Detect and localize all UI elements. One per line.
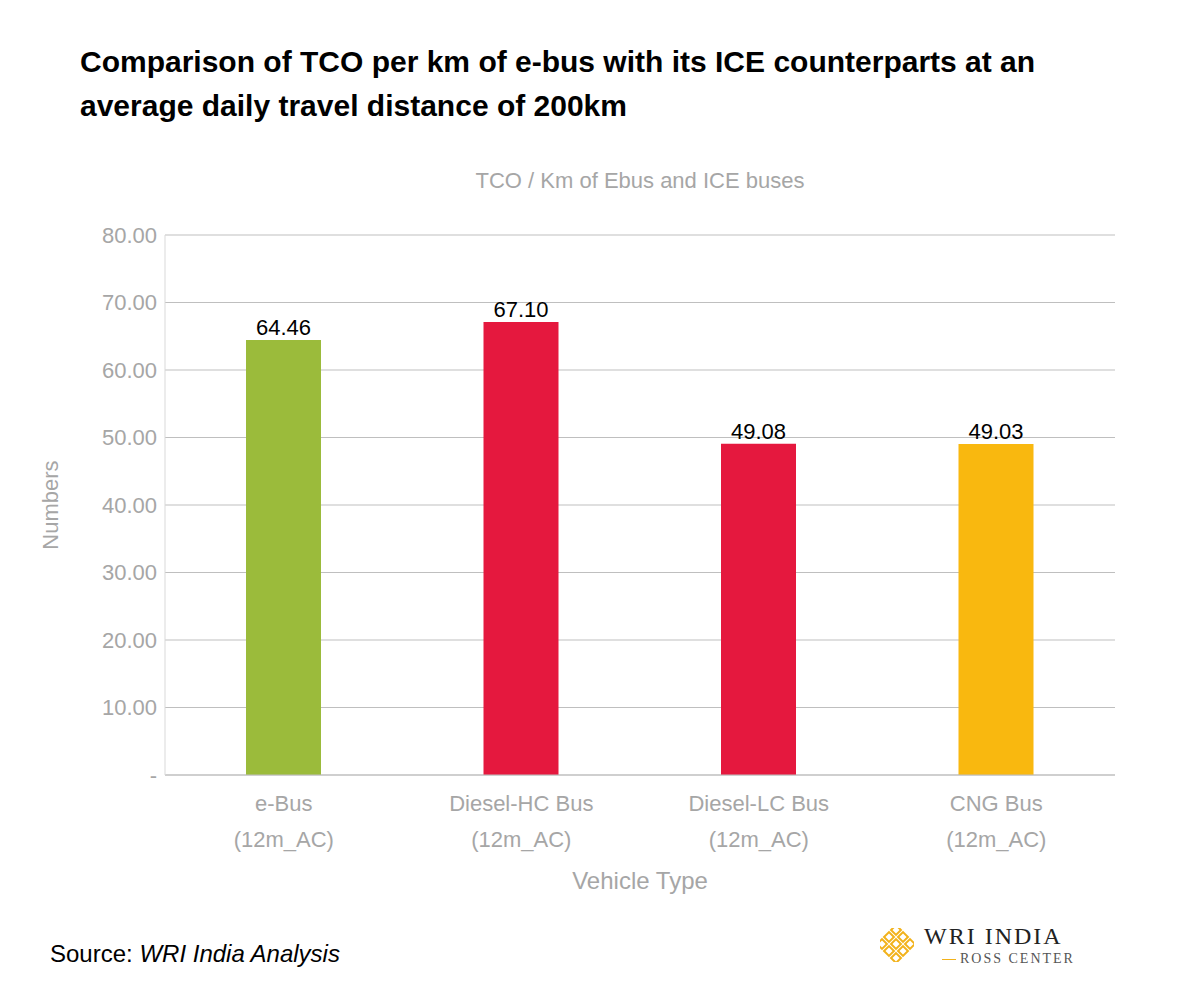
svg-text:e-Bus(12m_AC): e-Bus(12m_AC): [234, 791, 334, 852]
svg-text:10.00: 10.00: [102, 695, 157, 720]
html-text:ROSS CENTER: ROSS CENTER: [960, 951, 1075, 966]
svg-text:Numbers: Numbers: [38, 460, 63, 549]
svg-text:80.00: 80.00: [102, 223, 157, 248]
html-text:Comparison of TCO per km of e-: Comparison of TCO per km of e-bus with i…: [80, 45, 1036, 122]
svg-text:CNG Bus(12m_AC): CNG Bus(12m_AC): [946, 791, 1046, 852]
html-text:WRI INDIA: WRI INDIA: [924, 923, 1063, 949]
svg-text:Vehicle Type: Vehicle Type: [572, 867, 708, 894]
svg-text:Diesel-HC Bus(12m_AC): Diesel-HC Bus(12m_AC): [449, 791, 593, 852]
svg-text:40.00: 40.00: [102, 493, 157, 518]
svg-text:-: -: [150, 763, 157, 788]
svg-text:60.00: 60.00: [102, 358, 157, 383]
svg-text:30.00: 30.00: [102, 560, 157, 585]
svg-text:20.00: 20.00: [102, 628, 157, 653]
html-text:TCO / Km of Ebus and ICE buses: TCO / Km of Ebus and ICE buses: [475, 168, 805, 193]
svg-text:Diesel-LC Bus(12m_AC): Diesel-LC Bus(12m_AC): [688, 791, 829, 852]
svg-text:49.08: 49.08: [731, 419, 786, 444]
svg-text:67.10: 67.10: [493, 297, 548, 322]
svg-text:50.00: 50.00: [102, 425, 157, 450]
svg-text:49.03: 49.03: [968, 419, 1023, 444]
svg-text:70.00: 70.00: [102, 290, 157, 315]
svg-text:64.46: 64.46: [256, 315, 311, 340]
html-text:Source: WRI India Analysis: Source: WRI India Analysis: [50, 940, 340, 967]
